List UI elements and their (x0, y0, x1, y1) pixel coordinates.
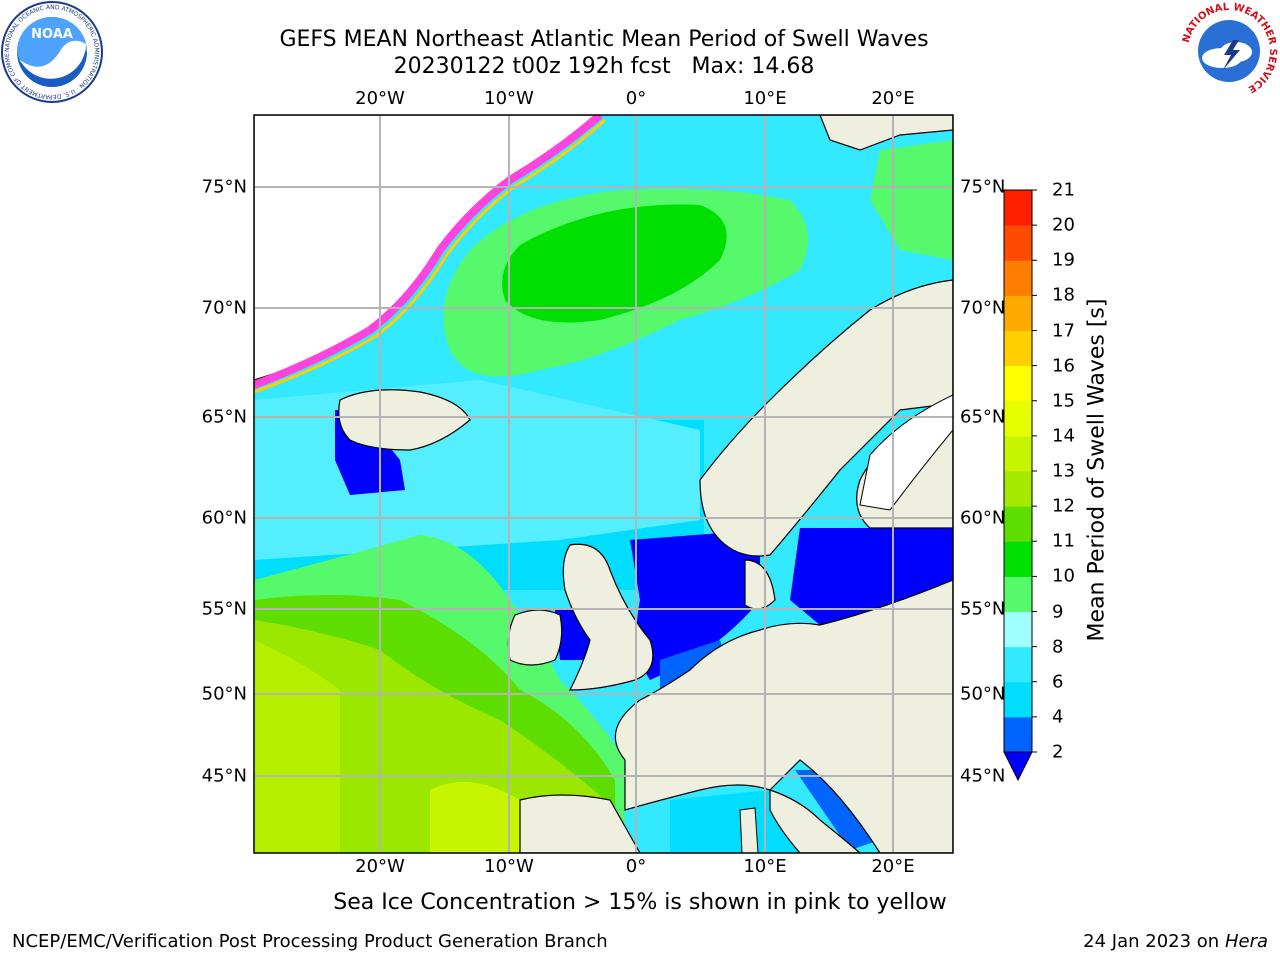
ireland-landmass (507, 609, 563, 666)
colorbar-tick-label: 17 (1052, 320, 1075, 341)
plot-title-line1: GEFS MEAN Northeast Atlantic Mean Period… (279, 27, 929, 52)
italy-landmass (769, 789, 861, 853)
colorbar-segment (1004, 400, 1032, 437)
lon-label-top-20e: 20°E (871, 88, 915, 109)
lon-label-bottom-20e: 20°E (871, 856, 915, 877)
sea-ice-note: Sea Ice Concentration > 15% is shown in … (333, 890, 947, 915)
colorbar-tick-label: 13 (1052, 460, 1075, 482)
swell-zone-mediterranean (670, 790, 800, 853)
lon-label-top-10w: 10°W (484, 88, 534, 109)
lon-label-bottom-20w: 20°W (355, 856, 405, 877)
corsica-sardinia-landmass (739, 807, 759, 853)
colorbar-segment (1004, 716, 1032, 753)
colorbar-tick-label: 19 (1052, 249, 1075, 271)
colorbar-tick-label: 10 (1052, 565, 1075, 587)
swell-zone-bay-of-biscay (430, 782, 520, 853)
swell-zone-adriatic (795, 770, 880, 850)
colorbar (1003, 189, 1037, 782)
colorbar-tick-label: 18 (1052, 284, 1075, 306)
lat-label-left-60n: 60°N (201, 507, 247, 529)
colorbar-tick-label: 20 (1052, 214, 1075, 236)
lat-label-right-65n: 65°N (960, 406, 1006, 428)
colorbar-segment (1004, 681, 1032, 718)
colorbar-segment (1004, 506, 1032, 542)
colorbar-segment (1004, 435, 1032, 472)
greenland-landmass (254, 115, 600, 380)
lat-label-right-60n: 60°N (960, 507, 1006, 529)
lat-label-right-75n: 75°N (960, 176, 1006, 198)
lon-label-top-0: 0° (625, 88, 647, 109)
great-britain-landmass (562, 543, 654, 691)
footer-host: Hera (1224, 931, 1268, 952)
continental-europe-landmass (614, 579, 953, 853)
lon-label-top-20w: 20°W (355, 88, 405, 109)
lat-label-right-70n: 70°N (960, 297, 1006, 319)
colorbar-tick-label: 6 (1052, 671, 1064, 693)
lat-label-left-75n: 75°N (201, 176, 247, 198)
colorbar-segment (1004, 365, 1032, 402)
lat-label-right-50n: 50°N (960, 683, 1006, 705)
colorbar-tick-label: 11 (1052, 530, 1075, 552)
noaa-logo: NATIONAL OCEANIC AND ATMOSPHERIC ADMINIS… (0, 0, 103, 103)
colorbar-tick-label: 2 (1052, 741, 1064, 763)
colorbar-segment (1004, 260, 1032, 296)
footer-date-text: 24 Jan 2023 on (1083, 931, 1225, 952)
map-gridlines (254, 115, 953, 853)
lat-label-left-55n: 55°N (201, 598, 247, 620)
lat-label-right-55n: 55°N (960, 598, 1006, 620)
lon-label-bottom-10e: 10°E (743, 856, 787, 877)
swell-zone-atlantic-13s (254, 620, 605, 853)
colorbar-segment (1004, 330, 1032, 367)
colorbar-segment (1004, 190, 1032, 226)
colorbar-segment (1004, 611, 1032, 648)
iceland-landmass (338, 389, 471, 451)
lat-label-left-65n: 65°N (201, 406, 247, 428)
lat-label-left-70n: 70°N (201, 297, 247, 319)
colorbar-label: Mean Period of Swell Waves [s] (1084, 298, 1110, 642)
sea-ice-edge-yellow (254, 118, 607, 394)
colorbar-tick-label: 4 (1052, 706, 1064, 728)
colorbar-segment (1004, 471, 1032, 507)
lon-label-bottom-0: 0° (625, 856, 647, 877)
nws-logo: NATIONAL WEATHER SERVICE (1180, 2, 1278, 100)
svalbard-landmass (819, 115, 953, 151)
colorbar-segment (1004, 295, 1032, 331)
footer-date: 24 Jan 2023 on Hera (1083, 931, 1268, 952)
colorbar-tick-label: 8 (1052, 636, 1064, 658)
swell-zone-norwegian-sea-core (502, 204, 727, 323)
lon-label-bottom-10w: 10°W (484, 856, 534, 877)
iberia-landmass (519, 794, 641, 853)
lon-label-top-10e: 10°E (743, 88, 787, 109)
colorbar-segment (1004, 225, 1032, 261)
map-frame (253, 114, 954, 854)
colorbar-tick-label: 12 (1052, 495, 1075, 517)
lat-label-left-50n: 50°N (201, 683, 247, 705)
colorbar-tick-label: 16 (1052, 355, 1075, 377)
colorbar-extend-triangle (1003, 751, 1033, 782)
sea-ice-edge (254, 115, 603, 389)
denmark-landmass (744, 559, 776, 610)
swell-zone-north-sea (630, 530, 760, 680)
colorbar-tick-label: 21 (1052, 179, 1075, 201)
colorbar-segment (1004, 646, 1032, 683)
colorbar-segment (1004, 576, 1032, 612)
colorbar-tick-label: 15 (1052, 390, 1075, 412)
footer-credit: NCEP/EMC/Verification Post Processing Pr… (12, 931, 608, 952)
lat-label-right-45n: 45°N (960, 765, 1006, 787)
lat-label-left-45n: 45°N (201, 765, 247, 787)
colorbar-tick-label: 9 (1052, 601, 1064, 622)
svg-text:NOAA: NOAA (31, 27, 73, 42)
plot-title-line2: 20230122 t00z 192h fcst Max: 14.68 (393, 54, 815, 79)
swell-zone-barents (870, 140, 953, 260)
colorbar-tick-label: 14 (1052, 425, 1075, 447)
colorbar-segment (1004, 541, 1032, 577)
